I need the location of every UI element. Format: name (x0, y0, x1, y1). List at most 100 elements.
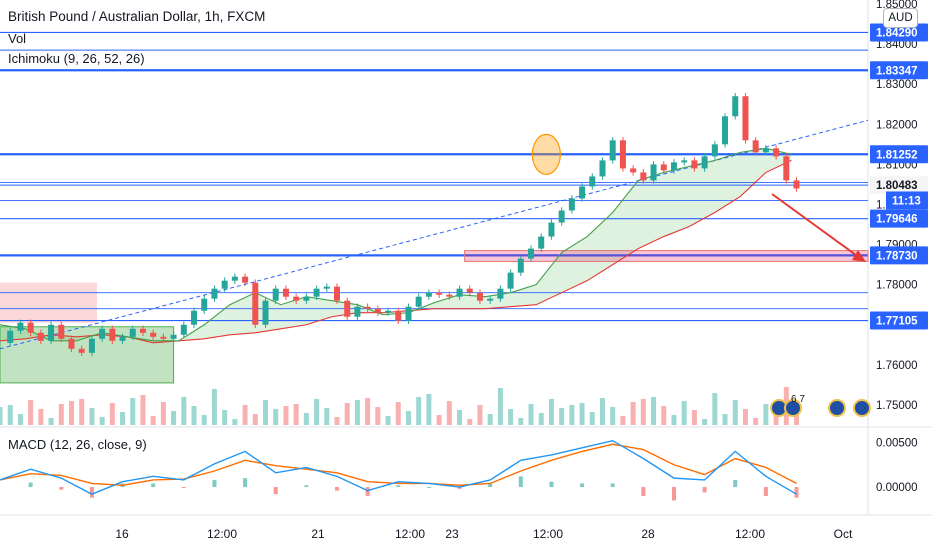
volume-bar (324, 408, 330, 425)
volume-bar (28, 400, 34, 425)
macd-histogram-bar (794, 487, 799, 498)
price-label-box (870, 209, 928, 228)
price-tick-label: 1.75000 (876, 400, 918, 412)
candle-body (150, 332, 157, 337)
chart-title[interactable]: British Pound / Australian Dollar, 1h, F… (8, 9, 266, 24)
volume-bar (763, 404, 769, 425)
volume-bar (538, 413, 544, 425)
volume-bar (120, 412, 126, 425)
volume-bar (283, 406, 289, 425)
time-tick-label: 21 (311, 527, 325, 541)
candle-body (558, 210, 565, 223)
volume-bar (232, 419, 238, 425)
candle-body (344, 300, 351, 317)
candle-body (517, 258, 524, 273)
volume-bar (222, 410, 228, 425)
price-level-label: 1.77105 (876, 316, 918, 328)
volume-bar (579, 403, 585, 425)
volume-bar (211, 389, 217, 425)
macd-histogram-bar (426, 487, 431, 489)
currency-button[interactable]: AUD (883, 8, 918, 28)
time-tick-label: 23 (445, 527, 459, 541)
volume-bar (395, 402, 401, 425)
volume-bar (548, 399, 554, 425)
candle-body (170, 334, 177, 339)
candle-body (752, 140, 759, 153)
volume-bar (610, 407, 616, 425)
highlight-circle (531, 133, 561, 175)
volume-bar (436, 415, 442, 425)
volume-bar (569, 405, 575, 425)
volume-indicator-label[interactable]: Vol (8, 31, 27, 46)
volume-bar (79, 399, 85, 425)
candle-body (78, 348, 85, 353)
trend-line (0, 119, 869, 350)
candle-body (17, 322, 24, 331)
price-level-label: 1.83347 (876, 65, 918, 77)
time-tick-label: Oct (834, 527, 853, 541)
series-macd-line (0, 439, 797, 495)
candle-body (201, 298, 208, 311)
ichimoku-indicator-label[interactable]: Ichimoku (9, 26, 52, 26) (8, 51, 145, 66)
candle-body (466, 288, 473, 293)
macd-histogram-bar (28, 482, 33, 488)
macd-histogram-bar (457, 487, 462, 489)
volume-bar (732, 400, 738, 425)
volume-bar (263, 400, 269, 425)
candle-body (589, 176, 596, 187)
series-signal-line (0, 443, 797, 486)
volume-bar (89, 408, 95, 425)
macd-histogram-bar (59, 487, 64, 490)
candle-body (231, 276, 238, 281)
candle-body (395, 310, 402, 321)
candle-body (303, 296, 310, 301)
candle-body (211, 288, 218, 299)
macd-histogram-bar (212, 479, 217, 488)
candle-body (722, 116, 729, 145)
macd-histogram-bar (181, 487, 186, 489)
price-label-box (870, 145, 928, 164)
volume-bar (681, 401, 687, 425)
candle-body (129, 328, 136, 337)
candle-body (262, 300, 269, 325)
volume-bar (773, 413, 779, 425)
macd-histogram-bar (580, 483, 585, 488)
price-level-label: 1.80483 (876, 180, 918, 192)
volume-bar (742, 409, 748, 425)
candle-body (7, 330, 14, 343)
volume-bar (457, 410, 463, 425)
candle-body (476, 292, 483, 301)
volume-bar (344, 403, 350, 425)
macd-indicator-label[interactable]: MACD (12, 26, close, 9) (8, 437, 147, 452)
candle-body (364, 306, 371, 309)
volume-bar (242, 405, 248, 425)
supply-demand-zone (464, 250, 869, 262)
candle-body (221, 280, 228, 289)
macd-histogram-bar (549, 481, 554, 488)
candle-body (568, 198, 575, 211)
volume-bar (252, 414, 258, 425)
macd-histogram-bar (89, 487, 94, 498)
volume-bar (416, 397, 422, 425)
candle-body (180, 324, 187, 335)
volume-bar (140, 395, 146, 425)
candle-body (660, 164, 667, 171)
candle-body (670, 162, 677, 171)
candle-body (405, 306, 412, 321)
macd-histogram-bar (671, 487, 676, 501)
macd-histogram-bar (334, 487, 339, 491)
macd-histogram-bar (518, 476, 523, 488)
volume-bar (0, 407, 3, 425)
volume-bar (365, 398, 371, 425)
volume-bar (314, 399, 320, 425)
candle-body (282, 288, 289, 297)
macd-histogram-bar (365, 487, 370, 496)
candle-body (313, 288, 320, 297)
volume-bar (599, 398, 605, 425)
price-label-box (870, 311, 928, 330)
candle-body (58, 324, 65, 339)
candle-body (650, 164, 657, 181)
candle-body (48, 324, 55, 341)
